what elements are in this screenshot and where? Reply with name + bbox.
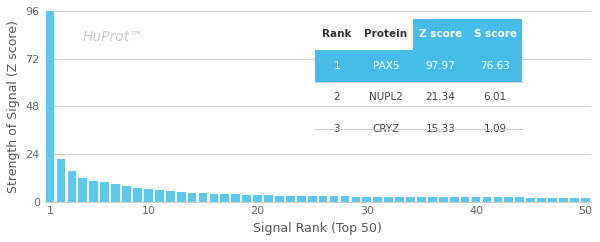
Bar	[56, 159, 65, 202]
Text: 1: 1	[334, 61, 340, 71]
Bar	[559, 198, 568, 202]
Bar	[79, 178, 87, 202]
Text: S score: S score	[473, 29, 517, 39]
Text: 76.63: 76.63	[480, 61, 510, 71]
Bar	[570, 198, 578, 202]
Bar	[264, 196, 273, 202]
Text: Protein: Protein	[364, 29, 407, 39]
Text: 3: 3	[334, 124, 340, 134]
Bar	[395, 197, 404, 202]
Y-axis label: Strength of Signal (Z score): Strength of Signal (Z score)	[7, 20, 20, 193]
Bar	[384, 197, 393, 202]
Text: 15.33: 15.33	[425, 124, 455, 134]
Bar	[494, 197, 502, 202]
Bar	[144, 189, 153, 202]
Text: 21.34: 21.34	[425, 92, 455, 102]
Bar	[439, 197, 448, 202]
Bar	[111, 184, 120, 202]
Bar	[133, 188, 142, 202]
FancyBboxPatch shape	[315, 50, 523, 82]
Bar	[505, 197, 513, 202]
Bar	[46, 7, 55, 202]
Bar	[122, 186, 131, 202]
Bar	[188, 193, 196, 202]
Bar	[417, 197, 426, 202]
Text: HuProt™: HuProt™	[83, 30, 144, 44]
Bar	[199, 193, 208, 202]
Text: PAX5: PAX5	[373, 61, 399, 71]
FancyBboxPatch shape	[413, 19, 523, 50]
Bar	[341, 197, 349, 202]
Bar	[548, 197, 557, 202]
Text: Rank: Rank	[322, 29, 352, 39]
Bar	[209, 194, 218, 202]
Bar	[68, 171, 76, 202]
Bar	[166, 191, 175, 202]
Bar	[352, 197, 360, 202]
Bar	[220, 194, 229, 202]
Bar	[515, 197, 524, 202]
Bar	[308, 196, 317, 202]
Bar	[482, 197, 491, 202]
Bar	[450, 197, 458, 202]
Bar	[581, 198, 590, 202]
Bar	[537, 197, 546, 202]
Bar	[286, 196, 295, 202]
Bar	[406, 197, 415, 202]
Text: 97.97: 97.97	[425, 61, 455, 71]
Bar	[428, 197, 437, 202]
Bar	[362, 197, 371, 202]
Bar	[89, 181, 98, 202]
X-axis label: Signal Rank (Top 50): Signal Rank (Top 50)	[253, 222, 382, 235]
Bar	[242, 195, 251, 202]
Bar	[461, 197, 469, 202]
Text: 1.09: 1.09	[484, 124, 507, 134]
Bar	[373, 197, 382, 202]
Bar	[177, 192, 185, 202]
Bar	[329, 196, 338, 202]
Text: NUPL2: NUPL2	[369, 92, 403, 102]
Text: 6.01: 6.01	[484, 92, 507, 102]
Text: CRYZ: CRYZ	[372, 124, 400, 134]
Text: 2: 2	[334, 92, 340, 102]
Bar	[100, 182, 109, 202]
Bar	[472, 197, 481, 202]
Bar	[253, 195, 262, 202]
Bar	[526, 197, 535, 202]
Bar	[297, 196, 305, 202]
Bar	[275, 196, 284, 202]
Bar	[232, 195, 240, 202]
Bar	[319, 196, 328, 202]
Text: Z score: Z score	[419, 29, 462, 39]
Bar	[155, 190, 164, 202]
